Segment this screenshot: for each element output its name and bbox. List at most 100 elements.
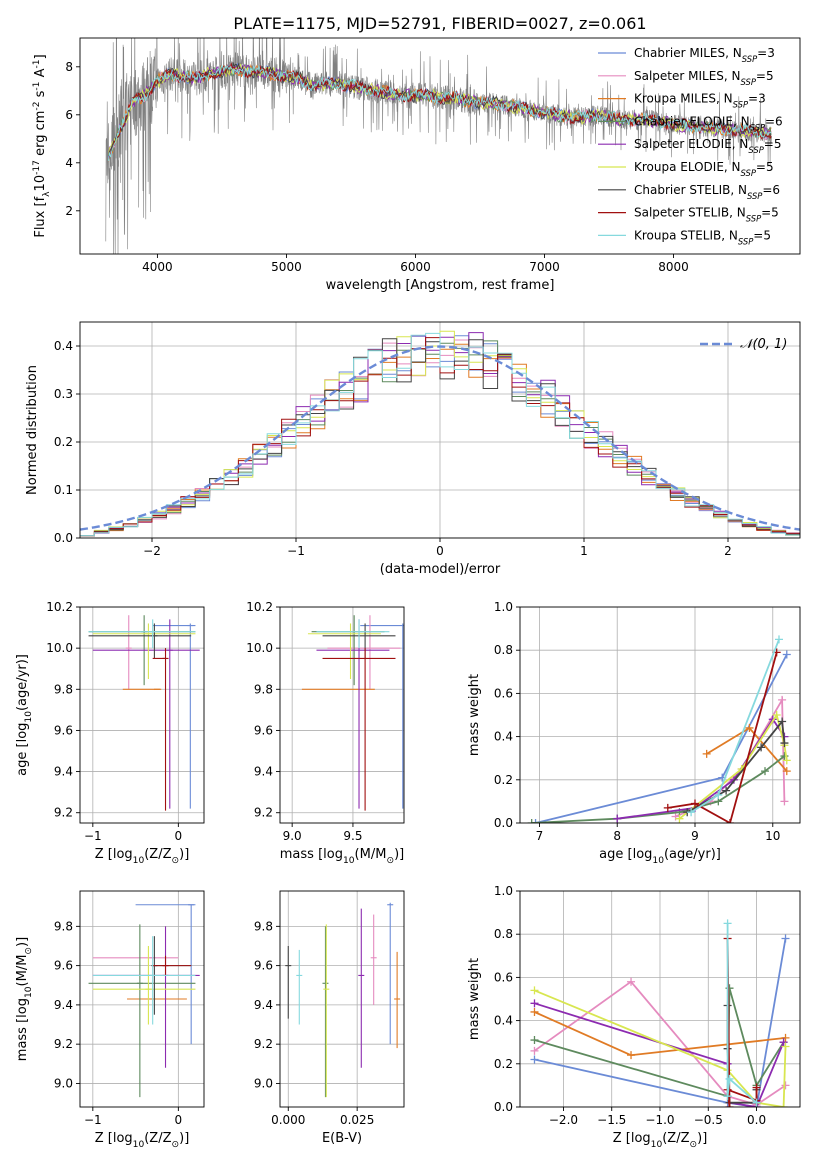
x-tick-label: −1.0 [645,1113,674,1127]
figure-title: PLATE=1175, MJD=52791, FIBERID=0027, z=0… [233,14,646,33]
y-tick-label: 9.4 [54,765,73,779]
y-tick-label: 1.0 [494,600,513,614]
legend-entry-salpeter-elodie: Salpeter ELODIE, NSSP=5 [634,137,782,155]
model-spectrum-kroupa-elodie [107,63,772,156]
data-point [687,808,696,817]
errorbar-kroupa-elodie [323,924,330,1098]
errorbar-chabrier-stelib [285,945,292,1019]
x-tick-label: −0.5 [694,1113,723,1127]
data-point [530,986,539,995]
y-tick-label: 10.2 [46,600,73,614]
plot-area [80,891,204,1107]
errorbar-salpeter-stelib [152,648,169,811]
data-point [745,723,754,732]
data-point [725,1103,734,1107]
errorbar-salpeter-stelib [322,648,396,811]
y-tick-label: 6 [65,108,73,122]
errorbar-chabrier-miles [387,902,394,1045]
y-tick-label: 9.8 [254,682,273,696]
errorbar-salpeter-elodie [358,908,365,1068]
legend-entry-salpeter-stelib: Salpeter STELIB, NSSP=5 [634,206,779,224]
x-tick-label: 8000 [658,260,689,274]
y-tick-label: 2 [65,204,73,218]
y-tick-label: 9.8 [254,919,273,933]
errorbar-kroupa-elodie [92,945,196,1025]
spectrum-panel: 4000 5000 6000 7000 8000 2 4 6 8 wavelength [Angs… [32,37,801,293]
x-tick-label: 0 [175,829,183,843]
y-tick-label: 0.2 [494,773,513,787]
x-axis-label: Z [log10(Z/Z⊙)] [95,1131,190,1150]
data-point [723,1092,732,1101]
data-point [530,1036,539,1045]
x-axis-label: wavelength [Angstrom, rest frame] [326,278,555,293]
data-point [530,1007,539,1016]
y-tick-label: 0.6 [494,686,513,700]
y-tick-label: 9.4 [254,998,273,1012]
errorbar-kroupa-stelib [296,949,303,1025]
axes-frame [279,890,405,1108]
data-point [761,767,769,776]
observed-spectrum [105,38,772,254]
y-tick-label: 9.8 [54,682,73,696]
y-tick-label: 8 [65,60,73,74]
errorbar-chabrier-stelib [88,623,192,659]
data-point [757,743,766,752]
errorbar-salpeter-miles [327,615,401,690]
series-chabrier-miles [535,654,788,823]
y-tick-label: 0.0 [494,1100,513,1114]
x-tick-label: −1 [84,1113,102,1127]
data-point [782,756,791,765]
y-tick-label: 0.0 [494,816,513,830]
y-tick-label: 9.2 [254,806,273,820]
y-tick-label: 1.0 [494,884,513,898]
y-tick-label: 9.0 [254,1076,273,1090]
model-spectrum-salpeter-stelib [107,61,772,159]
data-point [752,1083,761,1092]
plot-area [520,607,800,823]
mass-weight-vs-metallicity-panel: −2.0 −1.5 −1.0 −0.5 0.0 0.0 0.2 0.4 0.6 0.8 1.0 Z [… [467,884,801,1150]
x-axis-label: (data-model)/error [380,562,501,577]
y-tick-label: 0.4 [494,730,513,744]
y-tick-label: 0.8 [494,927,513,941]
series-chabrier-stelib [726,1005,758,1104]
y-tick-label: 9.6 [54,959,73,973]
data-point [663,803,672,812]
axes-frame [279,606,405,824]
data-point [627,1051,636,1060]
y-tick-label: 0.0 [54,531,73,545]
x-tick-label: 5000 [271,260,302,274]
legend-entry-kroupa-elodie: Kroupa ELODIE, NSSP=5 [634,160,774,178]
y-axis-label: mass weight [467,674,482,756]
data-point [613,814,622,823]
y-axis-label: Flux [fλ10-17 erg cm-2 s-1 A-1] [32,54,52,237]
data-point [531,819,540,823]
data-point [781,934,790,943]
errorbar-kroupa-stelib [88,619,196,649]
x-tick-label: 0 [436,544,444,558]
model-spectrum-kroupa-stelib [107,64,772,161]
axes-frame [79,890,205,1108]
y-tick-label: 9.8 [54,919,73,933]
axes-frame [79,606,205,824]
y-tick-label: 9.4 [54,998,73,1012]
y-tick-label: 9.6 [54,723,73,737]
errorbar-chabrier-miles [152,623,196,809]
errorbar-chabrier-elodie [322,926,329,1098]
plot-area [520,891,800,1107]
y-tick-label: 9.2 [54,806,73,820]
data-point [780,797,789,806]
data-point [675,814,684,823]
mass-vs-metallicity-panel: −1 0 9.0 9.2 9.4 9.6 9.8 Z [log10(Z/Z⊙)] mass [l… [15,890,205,1150]
y-tick-label: 10.2 [246,600,273,614]
series-salpeter-miles [675,696,786,818]
plot-area [105,38,772,254]
x-tick-label: 9.5 [343,829,362,843]
axes-frame [519,606,801,824]
data-point [722,786,731,795]
errorbar-chabrier-miles [360,623,404,809]
x-axis-label: age [log10(age/yr)] [599,847,721,866]
legend-entry-kroupa-stelib: Kroupa STELIB, NSSP=5 [634,228,771,246]
x-axis-label: E(B-V) [322,1131,362,1146]
x-tick-label: 7 [536,829,544,843]
data-point [775,635,783,644]
